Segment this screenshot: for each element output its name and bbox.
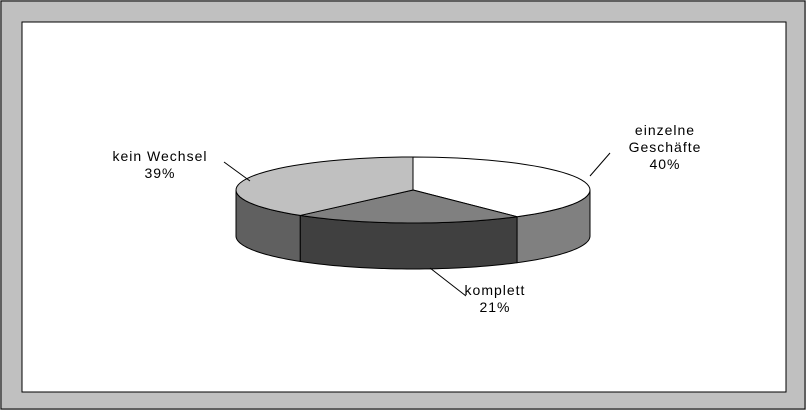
leader-line [223,161,251,182]
slice-label: einzelne Geschäfte 40% [600,122,730,173]
slice [412,156,591,218]
value-label: 21% [479,299,511,315]
value-label: 40% [649,156,681,172]
slice-label: kein Wechsel 39% [90,148,230,182]
leader-line [429,267,467,297]
slice-label: komplett 21% [440,282,550,316]
category-label: einzelne Geschäfte [628,122,702,155]
category-label: kein Wechsel [112,148,208,164]
value-label: 39% [144,165,176,181]
slice [300,189,518,224]
leader-line [589,152,611,177]
category-label: komplett [464,282,526,298]
